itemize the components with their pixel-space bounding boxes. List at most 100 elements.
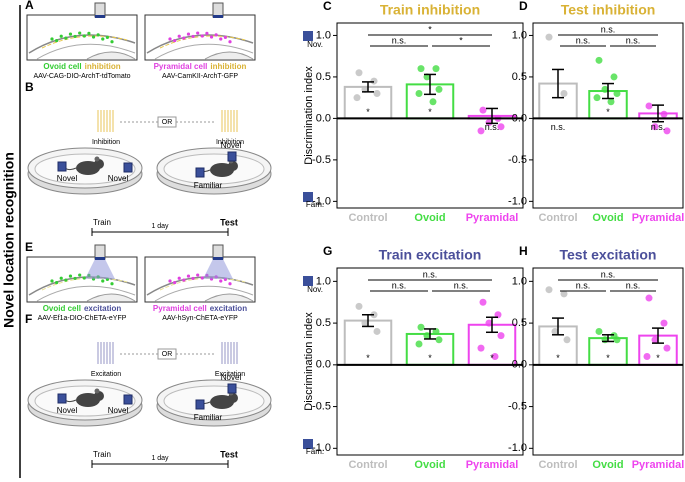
cell <box>110 40 114 44</box>
mouse-head <box>228 161 238 171</box>
y-tick-label: 0.0 <box>512 112 527 124</box>
timeline-label: Test <box>220 449 238 459</box>
comparison-label: * <box>459 35 463 45</box>
y-tick-label: 0.5 <box>512 71 527 83</box>
cell <box>205 31 209 35</box>
or-box <box>157 116 177 128</box>
cell <box>64 278 68 282</box>
stimulus-label: Inhibition <box>92 139 120 146</box>
light-cone <box>203 259 233 279</box>
data-point <box>432 327 440 335</box>
manipulation: excitation <box>210 304 247 313</box>
object-label: Novel <box>57 406 78 415</box>
cell <box>110 282 114 286</box>
cell <box>219 279 223 283</box>
data-point <box>545 33 553 41</box>
data-point <box>479 298 487 306</box>
object-label: Familiar <box>194 181 223 190</box>
object <box>123 162 133 173</box>
object-label: Novel <box>108 406 129 415</box>
x-tick-label: Ovoid <box>592 459 623 471</box>
cell <box>73 34 77 39</box>
y-tick-label: 1.0 <box>512 275 527 287</box>
mouse-head <box>228 393 238 403</box>
object <box>195 399 205 410</box>
plot-frame <box>336 267 524 456</box>
or-box <box>157 348 177 360</box>
bar-label: * <box>656 353 660 363</box>
cell <box>223 35 227 39</box>
chart-title: Test inhibition <box>561 2 656 18</box>
data-point <box>613 336 621 344</box>
data-point <box>643 352 651 360</box>
brain-outline <box>36 285 136 302</box>
x-tick-label: Ovoid <box>592 212 623 224</box>
data-point <box>361 319 369 327</box>
mouse-head <box>94 159 104 169</box>
timeline-label: 1 day <box>151 223 169 230</box>
cell <box>50 37 54 41</box>
comparison-label: * <box>428 24 432 34</box>
data-point <box>651 336 659 344</box>
cell <box>105 35 109 39</box>
data-point <box>545 286 553 294</box>
data-point <box>645 294 653 302</box>
mouse-body <box>76 161 100 175</box>
fiber <box>212 244 224 260</box>
caption: Pyramidal cell inhibition <box>154 62 247 71</box>
data-point <box>660 110 668 118</box>
y-tick-label: 0.0 <box>316 359 331 371</box>
data-point <box>551 327 559 335</box>
cell <box>55 38 59 43</box>
mouse-body <box>210 395 234 409</box>
fiber-tip <box>95 15 105 18</box>
data-point <box>595 56 603 64</box>
panel-label: F <box>25 312 32 326</box>
comparison-label: n.s. <box>576 280 591 290</box>
nov-label: Nov. <box>307 285 323 294</box>
stimulus-label: Excitation <box>215 371 245 378</box>
fiber-tip <box>213 257 223 260</box>
stimulus-label: Excitation <box>91 371 121 378</box>
data-point <box>563 336 571 344</box>
data-point <box>435 85 443 93</box>
comparison-label: n.s. <box>626 280 641 290</box>
fam-label: Fam. <box>306 447 324 456</box>
data-point <box>645 102 653 110</box>
timeline-label: Train <box>93 450 111 459</box>
cell <box>68 32 73 36</box>
cell <box>191 34 195 39</box>
y-tick-label: 0.0 <box>316 112 331 124</box>
cell <box>101 37 105 41</box>
data-point <box>415 340 423 348</box>
data-point <box>485 319 493 327</box>
cell <box>177 34 181 38</box>
panel-label: E <box>25 240 33 254</box>
or-label: OR <box>162 119 173 126</box>
object-label: Novel <box>57 174 78 183</box>
side-label: Novel location recognition <box>1 152 17 328</box>
data-point <box>593 94 601 102</box>
data-point <box>491 352 499 360</box>
virus: AAV-hSyn-ChETA-eYFP <box>162 315 238 322</box>
x-tick-label: Ovoid <box>414 212 445 224</box>
mouse-ear <box>94 388 100 394</box>
bar-label: * <box>556 353 560 363</box>
cell <box>55 280 59 285</box>
bar-label: * <box>428 353 432 363</box>
cell-type: Pyramidal cell <box>153 304 207 313</box>
brain-outline <box>154 43 254 60</box>
bar-label: n.s. <box>485 122 500 132</box>
bar-label: n.s. <box>651 122 666 132</box>
data-point <box>610 73 618 81</box>
y-tick-label: -0.5 <box>312 154 331 166</box>
x-tick-label: Pyramidal <box>632 212 685 224</box>
data-point <box>494 311 502 319</box>
y-tick-label: -0.5 <box>508 400 527 412</box>
manipulation: inhibition <box>85 62 121 71</box>
y-tick-label: -1.0 <box>508 195 527 207</box>
cell <box>64 36 68 40</box>
y-tick-label: -0.5 <box>312 400 331 412</box>
data-point <box>497 332 505 340</box>
